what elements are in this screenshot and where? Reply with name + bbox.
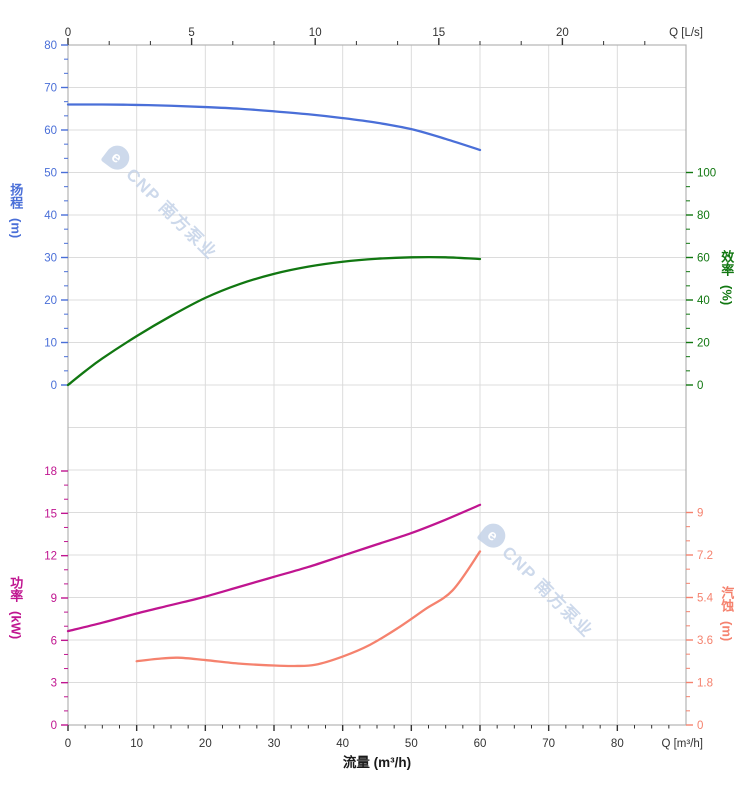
y_left_bottom-tick-label: 9: [51, 593, 57, 605]
y_left_top-tick-label: 40: [44, 210, 57, 222]
flow-axis-title: 流量 (m³/h): [342, 755, 412, 770]
efficiency-curve: [66, 255, 482, 387]
top-axis-tick-label: 15: [432, 27, 445, 39]
y_left_bottom-tick-label: 12: [44, 551, 57, 563]
npsh-axis-title-unit: (m): [719, 621, 735, 642]
y_right_bottom-tick-label: 5.4: [697, 593, 714, 605]
y_right_top-tick-label: 40: [697, 295, 710, 307]
y_right_bottom-tick-label: 7.2: [697, 550, 713, 562]
head-axis-title-text: 扬程: [8, 183, 24, 209]
bottom-axis-tick-label: 80: [611, 738, 624, 750]
top-axis-unit-label: Q [L/s]: [669, 27, 703, 39]
y_right_top-tick-label: 80: [697, 210, 710, 222]
bottom-axis-tick-label: 40: [336, 738, 349, 750]
bottom-axis-tick-label: 30: [268, 738, 281, 750]
y_right_top-tick-label: 60: [697, 253, 710, 265]
bottom-axis-tick-label: 60: [474, 738, 487, 750]
efficiency-axis-title: 效率 (%): [719, 250, 735, 306]
y_left_bottom-tick-label: 6: [51, 635, 57, 647]
bottom-axis-tick-label: 10: [130, 738, 143, 750]
bottom-axis-unit-label: Q [m³/h]: [661, 738, 703, 750]
y_left_top-tick-label: 10: [44, 338, 57, 350]
y_left_bottom-tick-label: 3: [51, 678, 57, 690]
y_left_top-tick-label: 20: [44, 295, 57, 307]
bottom-axis-tick-label: 50: [405, 738, 418, 750]
bottom-axis-tick-label: 20: [199, 738, 212, 750]
y_left_bottom-tick-label: 18: [44, 466, 57, 478]
head-curve: [66, 103, 482, 152]
y_right_bottom-tick-label: 1.8: [697, 678, 713, 690]
efficiency-axis-title-text: 效率: [719, 250, 735, 276]
y_left_top-tick-label: 0: [51, 380, 57, 392]
npsh-curve: [135, 550, 482, 668]
y_left_top-tick-label: 60: [44, 125, 57, 137]
y_right_top-tick-label: 20: [697, 338, 710, 350]
npsh-axis-title: 汽蚀 (m): [719, 586, 735, 642]
top-axis-tick-label: 5: [188, 27, 194, 39]
y_left_bottom-tick-label: 0: [51, 720, 57, 732]
npsh-axis-title-text: 汽蚀: [719, 586, 735, 612]
y_right_bottom-tick-label: 3.6: [697, 635, 713, 647]
y_left_top-tick-label: 80: [44, 40, 57, 52]
head-axis-title: 扬程 (m): [8, 183, 24, 239]
y_left_top-tick-label: 30: [44, 253, 57, 265]
power-curve: [66, 503, 482, 633]
y_right_bottom-tick-label: 9: [697, 508, 703, 520]
bottom-axis-tick-label: 0: [65, 738, 71, 750]
bottom-axis-tick-label: 70: [542, 738, 555, 750]
head-axis-title-unit: (m): [8, 218, 24, 239]
y_right_top-tick-label: 100: [697, 168, 716, 180]
power-axis-title-text: 功率: [8, 576, 24, 602]
top-axis-tick-label: 10: [309, 27, 322, 39]
y_left_top-tick-label: 70: [44, 83, 57, 95]
top-axis-tick-label: 0: [65, 27, 71, 39]
efficiency-axis-title-unit: (%): [719, 285, 735, 306]
top-axis-tick-label: 20: [556, 27, 569, 39]
power-axis-title: 功率 (kW): [8, 576, 24, 640]
y_right_bottom-tick-label: 0: [697, 720, 703, 732]
y_left_top-tick-label: 50: [44, 168, 57, 180]
y_right_top-tick-label: 0: [697, 380, 703, 392]
power-axis-title-unit: (kW): [8, 611, 24, 640]
y_left_bottom-tick-label: 15: [44, 508, 57, 520]
